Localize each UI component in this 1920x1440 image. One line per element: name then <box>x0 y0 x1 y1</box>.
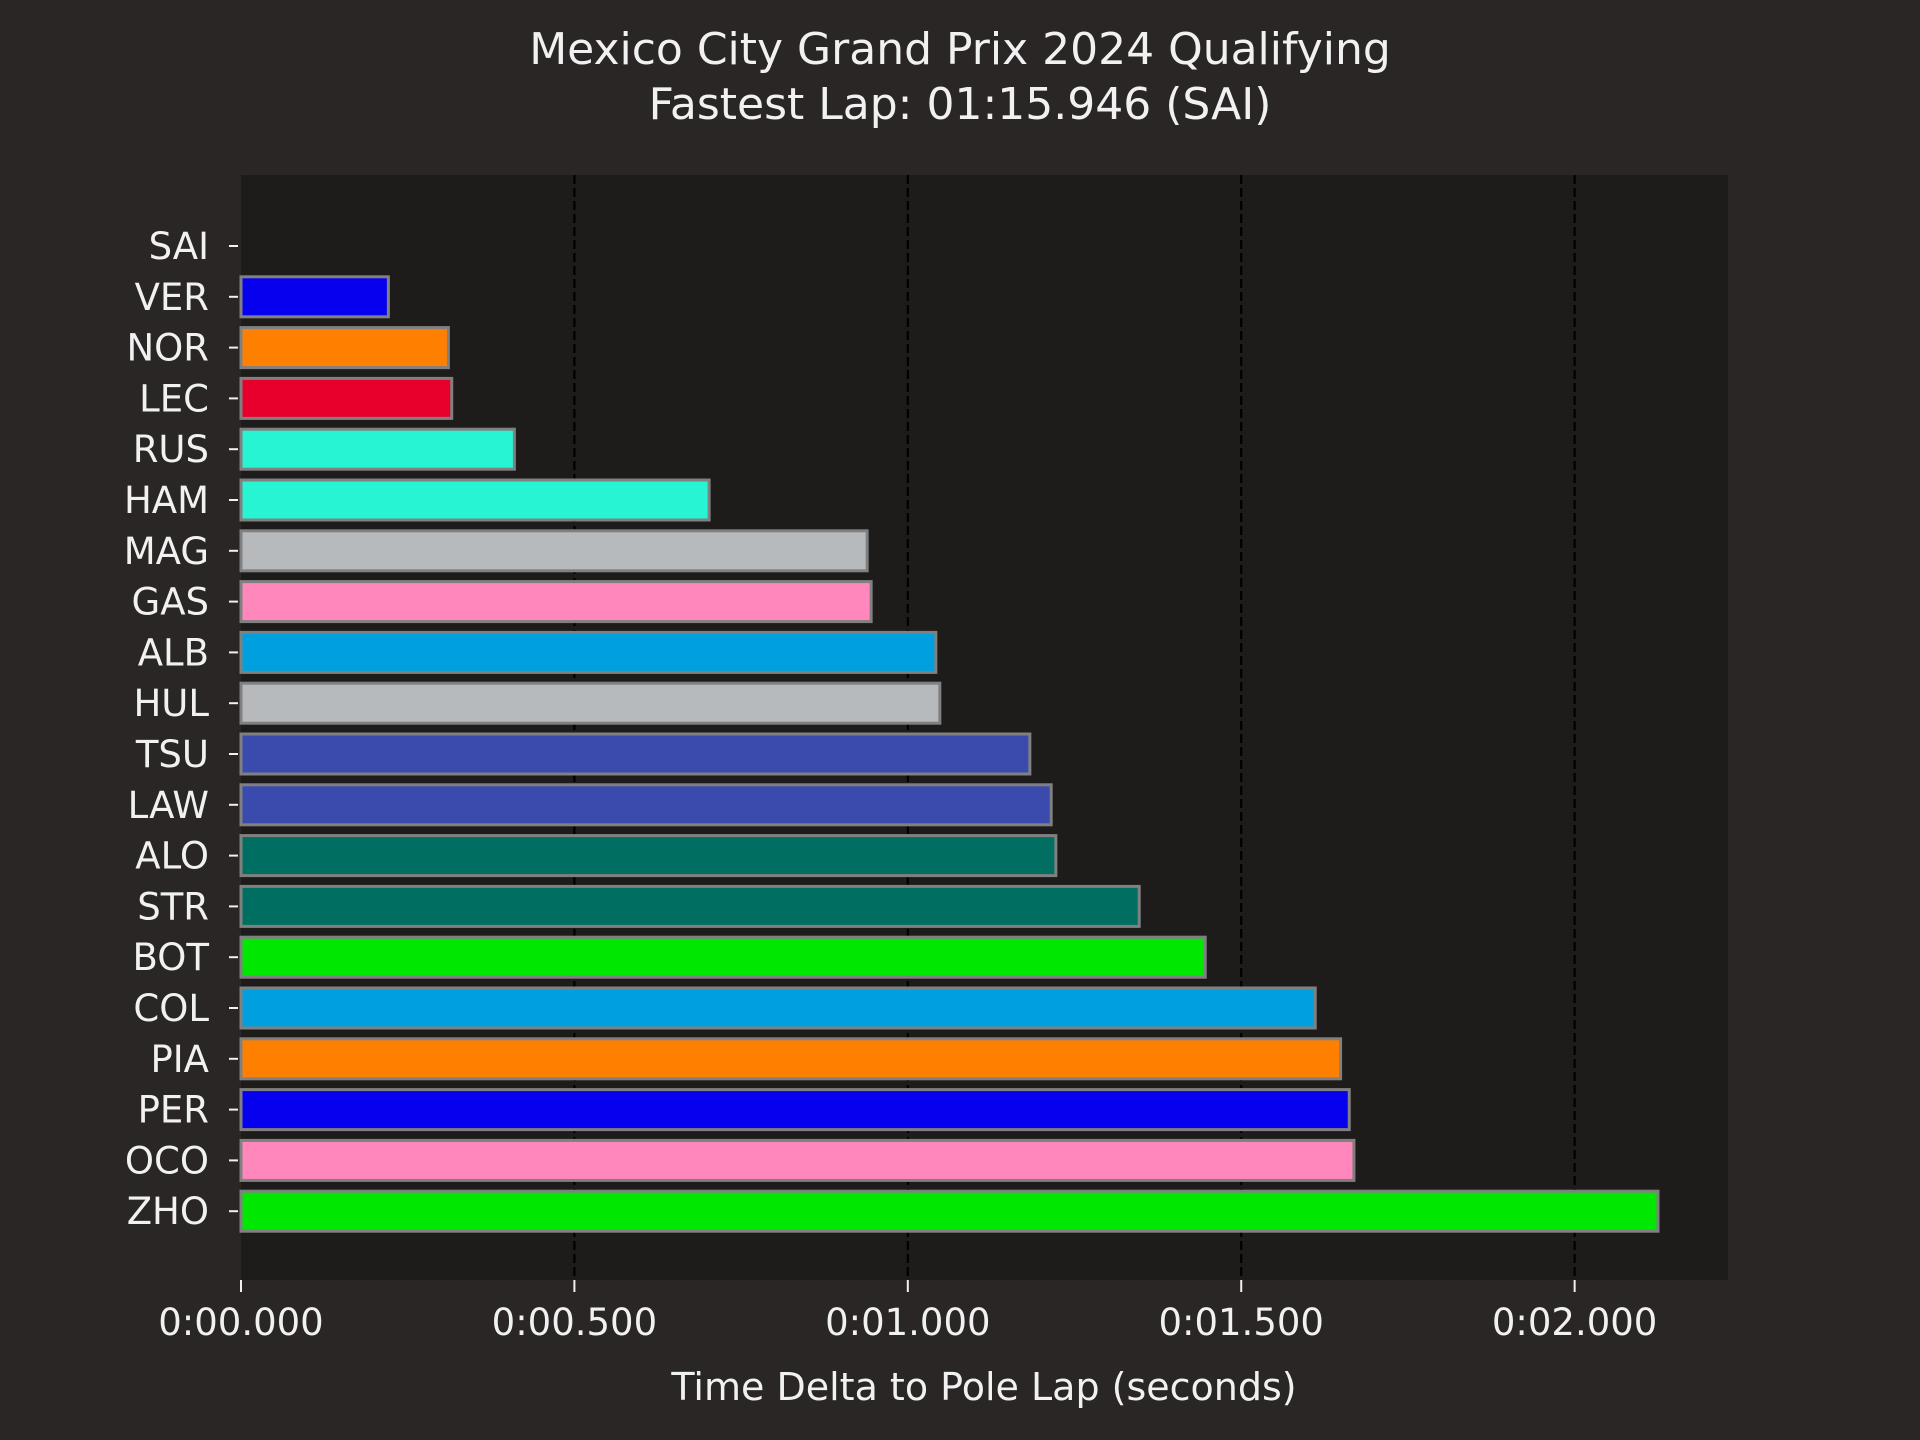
axes: 0:00.000 0:00.500 0:01.000 0:01.500 0:02.000… <box>124 225 1658 1344</box>
chart-subtitle: Fastest Lap: 01:15.946 (SAI) <box>649 79 1272 130</box>
bar-per <box>239 1088 1351 1132</box>
x-tick-label: 0:01.000 <box>825 1301 990 1344</box>
y-tick-label-str: STR <box>137 885 209 928</box>
y-tick-label-hul: HUL <box>133 682 209 725</box>
y-tick-label-rus: RUS <box>133 428 209 471</box>
bar-alo <box>239 834 1058 878</box>
bar-rus <box>239 427 516 471</box>
y-tick-label-zho: ZHO <box>127 1190 209 1233</box>
y-tick-label-sai: SAI <box>149 225 209 268</box>
bar-pia <box>239 1037 1343 1081</box>
y-tick-label-nor: NOR <box>126 327 209 370</box>
bar-tsu <box>239 732 1032 776</box>
y-tick-label-col: COL <box>133 987 209 1030</box>
x-tick-label: 0:00.000 <box>158 1301 323 1344</box>
bar-mag <box>239 529 869 573</box>
bar-gas <box>239 580 873 624</box>
y-tick-label-bot: BOT <box>133 936 210 979</box>
y-tick-label-lec: LEC <box>139 377 209 420</box>
bar-ham <box>239 478 711 522</box>
y-tick-label-pia: PIA <box>150 1038 209 1081</box>
x-tick-label: 0:00.500 <box>492 1301 657 1344</box>
grid-lines <box>573 175 1576 1280</box>
y-tick-label-oco: OCO <box>125 1139 209 1182</box>
y-tick-label-alb: ALB <box>138 631 209 674</box>
bar-law <box>239 783 1053 827</box>
bar-str <box>239 884 1141 928</box>
bar-zho <box>239 1189 1660 1233</box>
bar-hul <box>239 681 942 725</box>
bar-oco <box>239 1138 1356 1182</box>
bar-ver <box>239 275 390 319</box>
x-axis-label: Time Delta to Pole Lap (seconds) <box>670 1365 1296 1409</box>
bar-nor <box>239 326 450 370</box>
y-tick-label-tsu: TSU <box>135 733 209 776</box>
y-tick-label-law: LAW <box>128 784 209 827</box>
bar-bot <box>239 935 1207 979</box>
y-tick-label-per: PER <box>138 1089 209 1132</box>
bar-lec <box>239 376 454 420</box>
bar-alb <box>239 630 938 674</box>
x-tick-label: 0:01.500 <box>1158 1301 1323 1344</box>
chart-title: Mexico City Grand Prix 2024 Qualifying <box>529 24 1391 75</box>
y-tick-label-ham: HAM <box>124 479 209 522</box>
bar-col <box>239 986 1317 1030</box>
bars <box>239 275 1660 1233</box>
y-tick-label-alo: ALO <box>135 835 209 878</box>
y-tick-label-mag: MAG <box>124 530 209 573</box>
x-tick-label: 0:02.000 <box>1492 1301 1657 1344</box>
y-tick-label-ver: VER <box>135 276 209 319</box>
y-tick-label-gas: GAS <box>132 581 209 624</box>
